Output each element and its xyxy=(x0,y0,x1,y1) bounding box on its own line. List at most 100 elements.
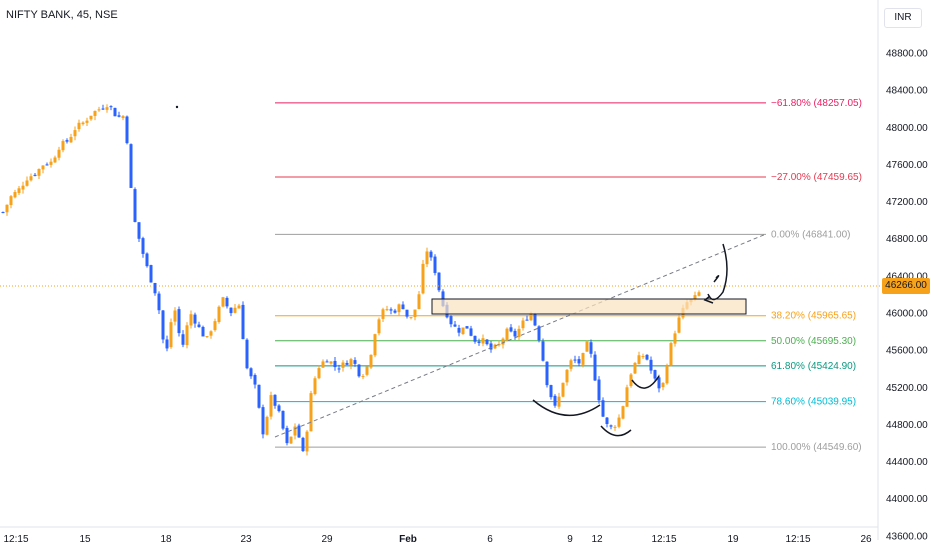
candle-body xyxy=(97,109,101,111)
candle-body xyxy=(537,326,541,341)
candle-body xyxy=(33,174,37,176)
fib-level-label: −27.00% (47459.65) xyxy=(771,172,862,183)
candle-body xyxy=(57,149,61,158)
candle-body xyxy=(669,343,673,366)
candle-body xyxy=(533,313,537,326)
candle-body xyxy=(153,282,157,294)
candle-body xyxy=(429,251,433,258)
candle-body xyxy=(385,309,389,311)
candle-body xyxy=(141,238,145,254)
candle-body xyxy=(293,426,297,436)
y-tick-label: 46800.00 xyxy=(886,234,928,245)
candle-body xyxy=(321,361,325,368)
x-tick-label: 19 xyxy=(727,534,739,545)
fib-retracement[interactable]: −61.80% (48257.05) −27.00% (47459.65) 0.00… xyxy=(275,98,862,453)
x-tick-label: 23 xyxy=(240,534,252,545)
candle-body xyxy=(205,336,209,338)
y-tick-label: 44800.00 xyxy=(886,420,928,431)
candle-body xyxy=(633,362,637,374)
candle-body xyxy=(369,354,373,368)
candle-body xyxy=(657,377,661,389)
candle-body xyxy=(37,168,41,176)
candle-body xyxy=(625,387,629,407)
x-tick-label: 12 xyxy=(591,534,603,545)
candle-body xyxy=(305,431,309,452)
y-tick-label: 46400.00 xyxy=(886,271,928,282)
candle-body xyxy=(157,293,161,311)
candle-body xyxy=(381,309,385,319)
marker-dot xyxy=(175,105,179,109)
chart-title: NIFTY BANK, 45, NSE xyxy=(6,9,118,21)
candle-body xyxy=(317,368,321,379)
y-tick-label: 43600.00 xyxy=(886,531,928,542)
candle-body xyxy=(117,115,121,117)
candle-body xyxy=(509,327,513,332)
candle-body xyxy=(81,122,85,125)
candle-body xyxy=(505,328,509,341)
candle-body xyxy=(181,334,185,345)
y-tick-label: 44400.00 xyxy=(886,457,928,468)
candle-body xyxy=(257,384,261,408)
candle-body xyxy=(9,196,13,206)
candle-body xyxy=(13,192,17,198)
candle-body xyxy=(137,222,141,239)
y-axis: 48800.00 48400.00 48000.00 47600.00 47200.00… xyxy=(877,0,928,542)
candle-body xyxy=(277,405,281,412)
x-tick-label: 12:15 xyxy=(3,534,28,545)
candle-body xyxy=(349,359,353,366)
candle-body xyxy=(93,110,97,116)
candle-body xyxy=(353,360,357,364)
candle-body xyxy=(693,295,697,300)
y-tick-label: 48400.00 xyxy=(886,86,928,97)
currency-selector[interactable]: INR xyxy=(884,8,922,28)
candle-body xyxy=(377,319,381,334)
candle-body xyxy=(569,360,573,369)
candle-body xyxy=(449,316,453,325)
candle-body xyxy=(165,339,169,349)
candle-body xyxy=(149,265,153,283)
x-tick-label: 15 xyxy=(79,534,91,545)
candle-body xyxy=(1,212,5,214)
candle-body xyxy=(489,343,493,350)
candle-body xyxy=(601,400,605,417)
candle-body xyxy=(281,410,285,429)
candle-body xyxy=(629,374,633,387)
fib-level-label: 50.00% (45695.30) xyxy=(771,336,856,347)
candle-body xyxy=(285,427,289,444)
candle-body xyxy=(373,334,377,356)
candle-body xyxy=(473,335,477,342)
candle-body xyxy=(53,157,57,163)
arc-head xyxy=(600,425,632,437)
x-tick-label: 18 xyxy=(160,534,172,545)
candle-body xyxy=(269,395,273,417)
candle-body xyxy=(169,322,173,348)
candle-body xyxy=(329,361,333,364)
candle-body xyxy=(397,304,401,313)
candle-body xyxy=(673,333,677,344)
candle-body xyxy=(45,164,49,166)
candle-body xyxy=(133,189,137,222)
candle-body xyxy=(481,338,485,344)
candle-body xyxy=(637,355,641,365)
x-tick-label: 12:15 xyxy=(785,534,810,545)
candle-body xyxy=(17,188,21,193)
candle-body xyxy=(417,294,421,309)
candle-body xyxy=(161,310,165,340)
candle-body xyxy=(209,331,213,336)
candle-body xyxy=(101,108,105,110)
candle-body xyxy=(241,304,245,340)
candle-body xyxy=(593,354,597,381)
candle-body xyxy=(649,359,653,371)
candle-body xyxy=(185,325,189,346)
candle-body xyxy=(113,107,117,117)
x-tick-label: 6 xyxy=(487,534,493,545)
candle-body xyxy=(513,330,517,337)
candle-body xyxy=(145,253,149,267)
candle-body xyxy=(313,378,317,395)
candle-body xyxy=(225,297,229,307)
resistance-zone xyxy=(431,298,747,315)
candle-body xyxy=(585,341,589,352)
drawings[interactable] xyxy=(0,233,880,438)
candle-body xyxy=(413,309,417,317)
